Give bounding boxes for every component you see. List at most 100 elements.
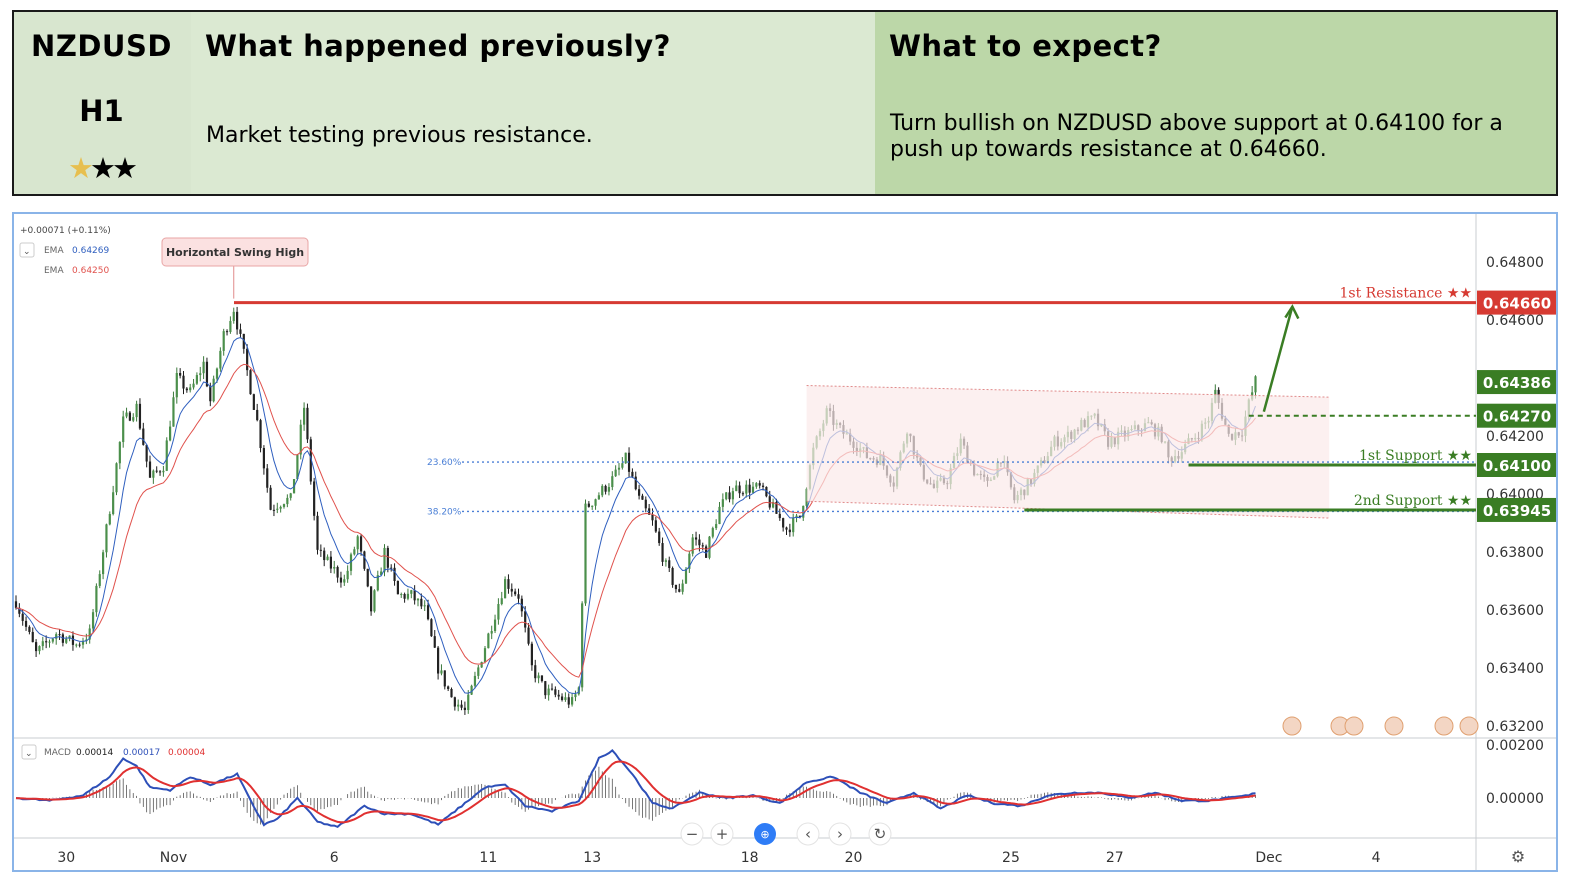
candle-body bbox=[229, 320, 232, 332]
candle-body bbox=[477, 667, 480, 676]
candle-body bbox=[199, 373, 202, 376]
candle-body bbox=[189, 387, 192, 391]
candle-body bbox=[544, 681, 547, 696]
zoom-out-button[interactable] bbox=[680, 822, 704, 846]
chart-canvas[interactable]: 23.60% 38.20% 1st Resistance ★★ 1st Support… bbox=[14, 214, 1556, 870]
candle-body bbox=[252, 394, 255, 410]
ema-fast-line bbox=[15, 336, 1256, 695]
candle-body bbox=[480, 662, 483, 668]
reset-chart-button[interactable] bbox=[868, 822, 892, 846]
candle-body bbox=[359, 536, 363, 552]
candle-body bbox=[185, 388, 188, 391]
legend-collapse-button[interactable] bbox=[19, 242, 35, 258]
candle-body bbox=[18, 607, 21, 614]
candle-body bbox=[691, 537, 694, 554]
candle-body bbox=[557, 694, 560, 697]
candle-body bbox=[678, 589, 681, 592]
candle-body bbox=[705, 546, 708, 558]
candle-body bbox=[21, 613, 24, 621]
candle-body bbox=[380, 571, 383, 576]
candle-body bbox=[55, 634, 58, 639]
price-tag bbox=[1477, 497, 1556, 522]
candle-body bbox=[108, 514, 111, 525]
candle-body bbox=[581, 603, 584, 688]
candle-body bbox=[524, 611, 527, 628]
candle-body bbox=[554, 689, 557, 695]
time-tick-label: 27 bbox=[1106, 850, 1124, 866]
candle-body bbox=[795, 515, 798, 518]
ema-label: EMA bbox=[44, 266, 64, 276]
candle-body bbox=[155, 470, 158, 472]
macd-collapse-button[interactable] bbox=[21, 744, 37, 760]
candle-body bbox=[14, 601, 18, 608]
price-tick-label: 0.64200 bbox=[1486, 429, 1544, 445]
analysis-header-table: NZDUSD H1 ★★★ What happened previously? … bbox=[12, 10, 1558, 196]
candle-body bbox=[758, 483, 761, 486]
candle-body bbox=[51, 638, 54, 642]
price-tick-label: 0.63400 bbox=[1486, 661, 1544, 677]
scroll-left-button[interactable] bbox=[796, 822, 820, 846]
candle-body bbox=[205, 361, 209, 387]
candle-body bbox=[564, 697, 567, 700]
price-tag bbox=[1477, 453, 1556, 477]
candle-body bbox=[132, 417, 135, 421]
fit-screen-button[interactable] bbox=[754, 823, 776, 845]
candle-body bbox=[249, 370, 252, 395]
candle-body bbox=[346, 570, 349, 580]
candle-body bbox=[112, 492, 115, 515]
macd-tick-label: 0.00200 bbox=[1486, 738, 1544, 754]
candle-body bbox=[276, 508, 279, 510]
candle-body bbox=[648, 508, 651, 515]
candle-body bbox=[423, 605, 426, 607]
candle-body bbox=[366, 568, 369, 587]
candle-body bbox=[356, 536, 359, 550]
candle-body bbox=[323, 550, 326, 561]
candle-body bbox=[751, 486, 755, 493]
candle-body bbox=[768, 496, 771, 508]
candle-body bbox=[95, 585, 98, 613]
candle-body bbox=[772, 502, 775, 508]
candle-body bbox=[246, 348, 249, 371]
candle-body bbox=[728, 492, 731, 500]
expect-title: What to expect? bbox=[889, 29, 1162, 63]
ema-fast-value: 0.64269 bbox=[72, 246, 109, 256]
candle-body bbox=[745, 484, 748, 494]
candle-body bbox=[792, 517, 795, 533]
previous-text: Market testing previous resistance. bbox=[206, 123, 593, 148]
candle-body bbox=[61, 634, 64, 643]
candle-body bbox=[614, 469, 617, 477]
channel-upper-line bbox=[806, 385, 1330, 398]
candle-body bbox=[748, 484, 751, 493]
candle-body bbox=[641, 495, 644, 500]
candle-body bbox=[701, 545, 704, 547]
price-chart[interactable]: 23.60% 38.20% 1st Resistance ★★ 1st Support… bbox=[12, 212, 1558, 872]
candle-body bbox=[48, 641, 51, 643]
gear-icon[interactable]: ⚙ bbox=[1511, 847, 1525, 866]
candle-body bbox=[460, 704, 463, 708]
expect-text: Turn bullish on NZDUSD above support at … bbox=[890, 111, 1503, 162]
target-arrow-line bbox=[1262, 306, 1294, 413]
candle-body bbox=[58, 634, 61, 636]
candle-body bbox=[594, 499, 597, 506]
candle-body bbox=[788, 529, 791, 533]
candle-body bbox=[313, 481, 316, 516]
candle-body bbox=[403, 594, 406, 599]
time-tick-label: 13 bbox=[583, 850, 601, 866]
candle-body bbox=[209, 386, 212, 402]
candle-body bbox=[299, 424, 302, 455]
candle-body bbox=[611, 476, 614, 488]
candle-body bbox=[450, 688, 453, 698]
candle-body bbox=[215, 368, 219, 379]
candle-body bbox=[627, 452, 631, 472]
price-tick-label: 0.63600 bbox=[1486, 603, 1544, 619]
candle-body bbox=[708, 536, 711, 558]
candle-body bbox=[731, 491, 734, 500]
scroll-right-button[interactable] bbox=[828, 822, 852, 846]
zoom-in-button[interactable] bbox=[710, 822, 734, 846]
candle-body bbox=[550, 688, 554, 690]
candle-body bbox=[286, 497, 289, 505]
candle-body bbox=[24, 620, 28, 627]
macd-signal-value: 0.00004 bbox=[168, 748, 205, 758]
candle-body bbox=[624, 452, 627, 464]
economic-event-icon bbox=[1384, 716, 1404, 736]
